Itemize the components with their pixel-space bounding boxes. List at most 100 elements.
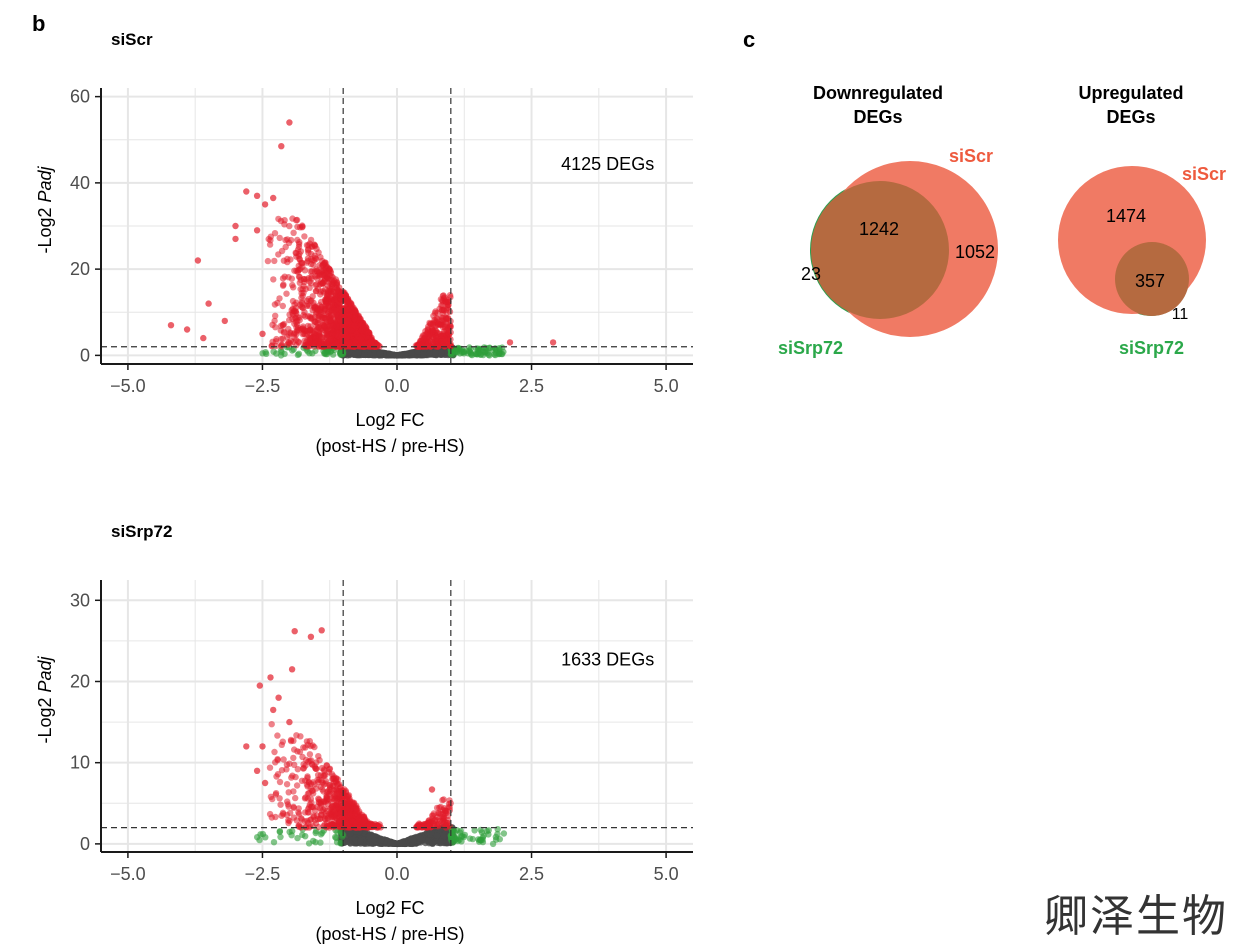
data-point [296,279,303,286]
data-point [270,348,277,355]
data-point [274,299,281,307]
data-point [337,798,344,805]
data-point [279,302,286,310]
data-point [299,304,307,312]
data-point [378,835,385,843]
data-point [297,285,304,293]
data-point [333,775,340,782]
panel-b-label: b [32,11,45,36]
data-point [297,259,305,266]
data-point [352,309,359,316]
data-point [302,285,309,293]
data-point [437,810,444,817]
data-point [305,295,312,303]
data-point [277,801,284,808]
data-point [286,316,293,324]
data-point [232,235,239,243]
x-tick-label: 2.5 [519,864,544,884]
data-point [317,839,324,846]
data-point [439,818,446,825]
data-point [271,317,278,325]
venn-title-line2: DEGs [1106,107,1155,127]
data-point [305,840,313,847]
data-point [307,236,315,244]
data-point [267,793,275,800]
data-point [183,326,191,333]
data-point [428,786,436,793]
data-point [355,815,362,823]
data-point [272,813,279,821]
data-point [283,811,291,819]
data-point [276,778,284,786]
data-point [291,334,298,341]
data-point [310,261,317,268]
data-point [270,839,278,846]
data-point [344,806,351,813]
data-point [317,291,324,298]
data-point [278,247,286,255]
x-axis-sublabel: (post-HS / pre-HS) [315,924,464,944]
data-point [327,269,335,276]
data-point [312,765,319,772]
data-point [253,767,261,774]
data-point [270,706,277,714]
data-point [315,823,322,831]
x-axis-label: Log2 FC [355,410,424,430]
data-point [319,314,326,321]
data-point [271,748,278,756]
x-tick-label: −2.5 [245,864,281,884]
data-point [294,223,301,230]
data-point [494,830,501,838]
data-point [447,293,454,301]
data-point [358,322,365,329]
data-point [306,751,314,758]
data-point [331,796,338,803]
data-point [399,838,406,845]
data-point [271,230,279,237]
data-point [426,319,433,327]
data-point [500,830,508,837]
y-tick-label: 10 [70,753,90,773]
data-point [301,795,309,802]
venn-overlap [811,181,949,319]
data-point [307,795,315,803]
data-point [286,222,293,230]
venn-title-line1: Upregulated [1078,83,1183,103]
data-point [273,335,280,343]
x-axis-label: Log2 FC [355,898,424,918]
data-point [306,350,313,357]
data-point [328,803,336,811]
venn-siscr-only-count: 1474 [1106,206,1146,226]
volcano-plot-siscr: siScr −5.0 −2.5 0.0 2.5 5.0 0 20 40 60 4125 DEGs… [35,30,693,456]
data-point [426,331,433,338]
data-point [310,804,317,811]
data-point [266,764,274,771]
data-point [453,826,460,834]
data-point [280,756,287,763]
data-point [506,339,514,346]
data-point [270,194,277,202]
data-point [410,836,417,843]
venn-upregulated: Upregulated DEGs 1474 357 11 siScr siSrp… [1058,83,1226,358]
y-axis-label-prefix: -Log2 [35,202,55,253]
data-point [312,839,319,846]
x-tick-label: 5.0 [654,376,679,396]
data-point [273,773,280,780]
data-point [296,250,303,258]
data-point [319,829,326,837]
data-point [433,335,440,342]
y-axis-label-prefix: -Log2 [35,692,55,743]
data-point [296,748,304,756]
data-point [318,262,326,270]
data-point [306,327,313,334]
data-point [296,823,303,830]
y-tick-label: 0 [80,345,90,365]
data-point [431,309,439,317]
data-point [284,236,291,243]
data-point [293,217,300,224]
data-point [272,312,279,319]
data-point [342,329,350,336]
data-point [425,822,432,830]
data-point [365,821,373,828]
data-point [266,241,274,248]
